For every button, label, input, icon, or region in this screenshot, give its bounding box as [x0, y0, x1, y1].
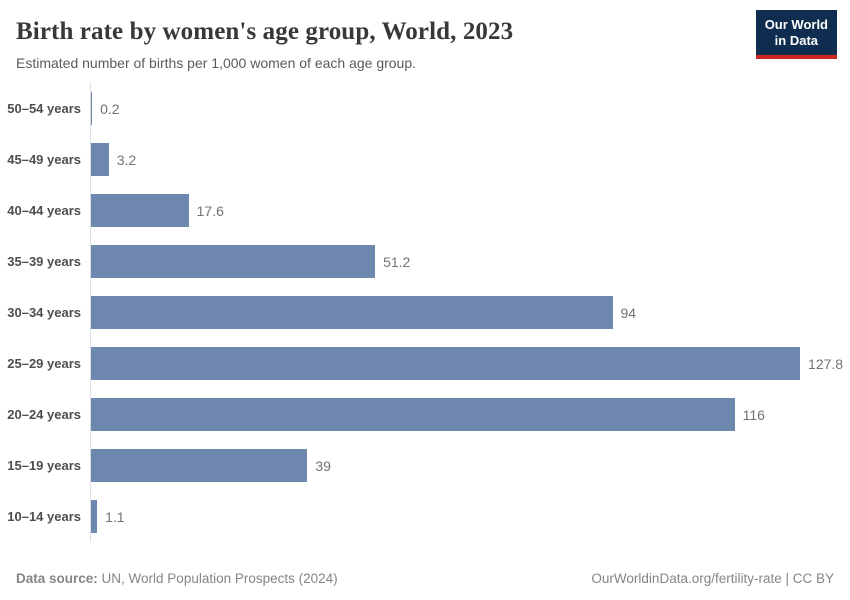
- category-label: 15–19 years: [7, 458, 81, 473]
- value-label: 3.2: [116, 151, 137, 168]
- bar-row: 15–19 years 39: [0, 440, 850, 491]
- data-source-label: Data source:: [16, 571, 98, 586]
- category-label: 10–14 years: [7, 509, 81, 524]
- bar-track: 1.1: [90, 491, 850, 542]
- page-title: Birth rate by women's age group, World, …: [16, 18, 514, 45]
- bar-row: 20–24 years 116: [0, 389, 850, 440]
- category-label: 35–39 years: [7, 254, 81, 269]
- value-label: 116: [742, 406, 765, 423]
- bar-row: 40–44 years 17.6: [0, 185, 850, 236]
- bar-track: 116: [90, 389, 850, 440]
- owid-logo-line2: in Data: [774, 33, 819, 49]
- bar-chart-area: 50–54 years 0.2 45–49 years 3.2 40–44 ye…: [0, 83, 850, 542]
- category-label: 45–49 years: [7, 152, 81, 167]
- value-label: 1.1: [105, 508, 125, 525]
- attribution-link[interactable]: OurWorldinData.org/fertility-rate | CC B…: [591, 571, 834, 586]
- data-source: Data source: UN, World Population Prospe…: [16, 571, 338, 586]
- chart-footer: Data source: UN, World Population Prospe…: [16, 571, 834, 586]
- bar-track: 39: [90, 440, 850, 491]
- bar-track: 127.8: [90, 338, 850, 389]
- chart-header: Birth rate by women's age group, World, …: [0, 0, 850, 71]
- bar[interactable]: [91, 194, 189, 227]
- bar-row: 25–29 years 127.8: [0, 338, 850, 389]
- bar[interactable]: [91, 245, 376, 278]
- data-source-text: UN, World Population Prospects (2024): [101, 571, 338, 586]
- bar[interactable]: [91, 500, 98, 533]
- bar-track: 0.2: [90, 83, 850, 134]
- bar[interactable]: [91, 347, 801, 380]
- category-label: 40–44 years: [7, 203, 81, 218]
- bar-track: 17.6: [90, 185, 850, 236]
- bar-row: 45–49 years 3.2: [0, 134, 850, 185]
- value-label: 39: [315, 457, 331, 474]
- bar-row: 10–14 years 1.1: [0, 491, 850, 542]
- bar[interactable]: [91, 92, 93, 125]
- category-label: 50–54 years: [7, 101, 81, 116]
- owid-logo-line1: Our World: [764, 17, 828, 32]
- bar-track: 94: [90, 287, 850, 338]
- bar-row: 35–39 years 51.2: [0, 236, 850, 287]
- category-label: 30–34 years: [7, 305, 81, 320]
- value-label: 17.6: [196, 202, 224, 219]
- bar-track: 3.2: [90, 134, 850, 185]
- bar[interactable]: [91, 449, 308, 482]
- category-label: 20–24 years: [7, 407, 81, 422]
- bar[interactable]: [91, 296, 613, 329]
- chart-subtitle: Estimated number of births per 1,000 wom…: [16, 55, 417, 71]
- category-label: 25–29 years: [7, 356, 81, 371]
- value-label: 51.2: [383, 253, 411, 270]
- bar-row: 50–54 years 0.2: [0, 83, 850, 134]
- value-label: 127.8: [808, 355, 844, 372]
- value-label: 0.2: [100, 100, 120, 117]
- owid-logo: Our World in Data: [755, 10, 837, 59]
- bar[interactable]: [91, 398, 735, 431]
- value-label: 94: [620, 304, 637, 321]
- bar-track: 51.2: [90, 236, 850, 287]
- bar-row: 30–34 years 94: [0, 287, 850, 338]
- bar[interactable]: [91, 143, 109, 176]
